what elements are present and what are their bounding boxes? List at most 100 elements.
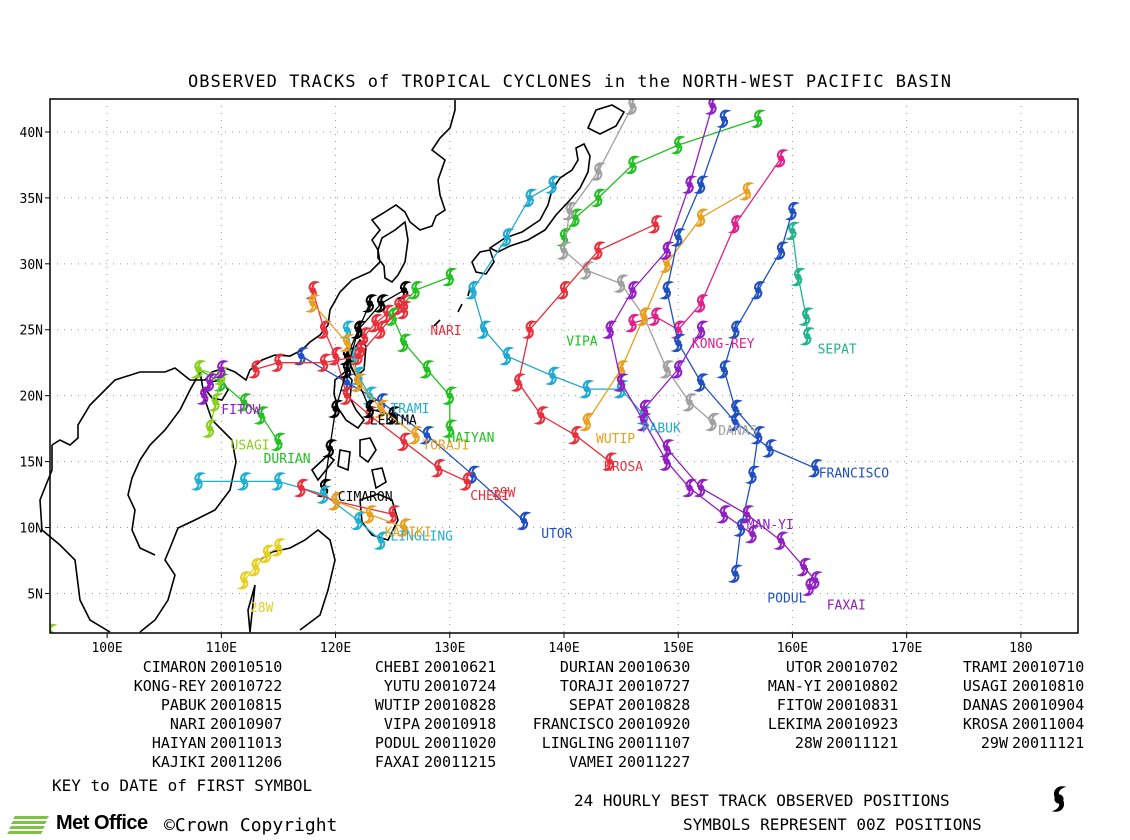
typhoon-symbol-icon xyxy=(362,294,378,313)
typhoon-symbol-icon xyxy=(270,432,286,451)
typhoon-symbol-icon xyxy=(670,228,686,247)
typhoon-symbol-icon xyxy=(350,373,366,392)
track-pabuk xyxy=(471,184,645,416)
typhoon-symbol-icon xyxy=(704,412,721,432)
key-storm-name: 29W xyxy=(980,734,1008,752)
typhoon-symbol-icon xyxy=(236,571,252,590)
lat-tick-label: 25N xyxy=(20,324,43,339)
typhoon-symbol-icon xyxy=(510,373,526,392)
key-storm-name: DANAS xyxy=(962,696,1008,714)
key-storm-date: 20010815 xyxy=(210,696,283,714)
legend-line-00z: SYMBOLS REPRESENT 00Z POSITIONS xyxy=(683,815,982,834)
typhoon-symbol-icon xyxy=(236,472,252,491)
key-storm-date: 20010918 xyxy=(424,715,497,733)
typhoon-symbol-icon xyxy=(516,511,532,531)
typhoon-symbol-icon xyxy=(545,175,561,194)
map-title: OBSERVED TRACKS of TROPICAL CYCLONES in … xyxy=(188,72,952,92)
lat-tick-label: 5N xyxy=(27,587,43,602)
key-storm-date: 20010702 xyxy=(826,658,899,676)
cyclone-track-map: NARI SEPAT KONG-REY VIPA PABUK DANAS WUTIP KROS… xyxy=(20,98,1079,656)
typhoon-symbol-icon xyxy=(807,459,823,478)
typhoon-symbol-icon xyxy=(562,201,578,221)
storm-label: UTOR xyxy=(541,527,572,542)
typhoon-symbol-icon xyxy=(602,452,618,471)
typhoon-symbol-icon xyxy=(750,426,766,445)
typhoon-symbol-icon xyxy=(385,505,401,524)
typhoon-symbol-icon xyxy=(693,320,709,339)
key-storm-name: TORAJI xyxy=(559,677,614,695)
storm-label: TORAJI xyxy=(422,439,469,454)
key-storm-name: FAXAI xyxy=(374,753,420,771)
typhoon-symbol-icon xyxy=(567,426,583,445)
key-storm-date: 20010710 xyxy=(1012,658,1085,676)
typhoon-symbol-icon xyxy=(459,472,475,491)
key-storm-date: 20010727 xyxy=(618,677,691,695)
typhoon-symbol-icon xyxy=(396,333,412,353)
island-hokkaido xyxy=(586,104,626,135)
storm-label: HAIYAN xyxy=(448,431,495,446)
typhoon-symbol-icon xyxy=(773,149,789,168)
track-usagi xyxy=(198,368,223,429)
key-storm-name: CHEBI xyxy=(374,658,420,676)
typhoon-symbol-icon xyxy=(407,426,424,445)
storm-label: PODUL xyxy=(767,592,806,607)
key-storm-name: TRAMI xyxy=(962,658,1008,676)
key-storm-name: PODUL xyxy=(374,734,420,752)
typhoon-symbol-icon xyxy=(773,241,789,260)
lat-tick-label: 40N xyxy=(20,126,43,141)
crown-copyright: ©Crown Copyright xyxy=(164,815,338,836)
typhoon-symbol-icon xyxy=(624,281,641,300)
key-storm-date: 20011004 xyxy=(1012,715,1085,733)
coastline-korea xyxy=(377,220,409,284)
typhoon-symbol-icon xyxy=(750,109,766,128)
lon-tick-label: 170E xyxy=(891,641,922,656)
key-storm-name: FITOW xyxy=(776,696,822,714)
typhoon-symbol-icon xyxy=(407,281,424,300)
lon-tick-label: 130E xyxy=(434,641,465,656)
typhoon-symbol-icon xyxy=(579,412,595,432)
key-storm-date: 20011013 xyxy=(210,734,283,752)
storm-label: WUTIP xyxy=(596,432,635,447)
met-office-logo: Met Office xyxy=(6,812,163,838)
lon-tick-label: 180 xyxy=(1009,641,1032,656)
key-storm-name: KROSA xyxy=(962,715,1008,733)
storm-label: 28W xyxy=(250,601,274,616)
typhoon-symbol-icon xyxy=(773,531,789,550)
typhoon-symbol-icon xyxy=(727,215,743,234)
key-storm-name: KAJIKI xyxy=(151,753,206,771)
typhoon-symbol-icon xyxy=(682,175,698,194)
key-storm-name: WUTIP xyxy=(374,696,420,714)
typhoon-symbol-icon xyxy=(305,294,321,313)
typhoon-symbol-icon xyxy=(744,465,761,484)
typhoon-symbol-icon xyxy=(750,281,766,300)
key-storm-date: 20010810 xyxy=(1012,677,1085,695)
island-taiwan xyxy=(349,338,367,378)
typhoon-symbol-icon xyxy=(659,439,675,458)
typhoon-symbol-icon xyxy=(259,544,275,564)
typhoon-symbol-icon xyxy=(727,320,743,339)
typhoon-symbol-icon xyxy=(316,320,332,339)
typhoon-symbol-icon xyxy=(373,531,389,550)
lat-tick-label: 30N xyxy=(20,258,43,273)
track-yutu xyxy=(255,302,405,370)
typhoon-symbol-icon xyxy=(350,511,366,531)
map-frame xyxy=(49,98,1079,634)
coastline-asia-mainland xyxy=(51,100,456,446)
typhoon-symbol-icon xyxy=(556,281,572,300)
key-storm-date: 20010828 xyxy=(424,696,497,714)
typhoon-symbol-icon xyxy=(293,478,309,498)
key-storm-name: HAIYAN xyxy=(151,734,206,752)
typhoon-symbol-icon xyxy=(270,353,286,372)
key-storm-date: 20010920 xyxy=(618,715,691,733)
typhoon-symbol-icon xyxy=(270,472,286,491)
storm-label: TRAMI xyxy=(390,402,429,417)
map-grid xyxy=(50,99,1078,633)
lon-tick-label: 110E xyxy=(206,641,237,656)
typhoon-symbol-icon xyxy=(373,320,389,339)
typhoon-symbol-icon xyxy=(1051,786,1067,812)
ryukyu-islands xyxy=(433,287,471,327)
typhoon-symbol-icon xyxy=(636,399,652,419)
typhoon-symbol-icon xyxy=(693,294,709,313)
track-podul xyxy=(723,210,794,574)
storm-label: SEPAT xyxy=(818,343,857,358)
